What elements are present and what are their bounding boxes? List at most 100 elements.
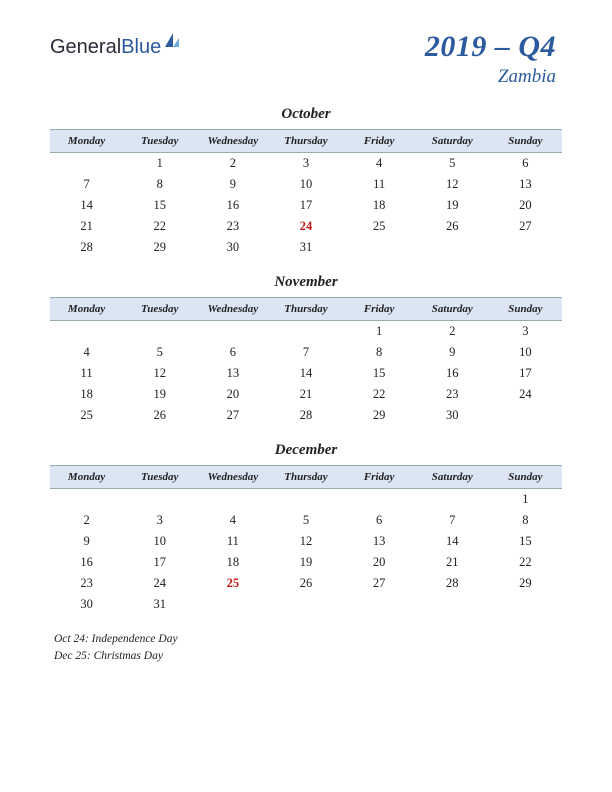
weekday-header: Sunday — [489, 298, 562, 321]
calendar-cell: 3 — [489, 321, 562, 343]
calendar-cell: 16 — [416, 363, 489, 384]
calendar-cell: 12 — [269, 531, 342, 552]
calendar-cell: 17 — [123, 552, 196, 573]
calendar-cell: 30 — [50, 594, 123, 615]
calendar-cell — [343, 594, 416, 615]
weekday-header: Tuesday — [123, 466, 196, 489]
month-name: December — [50, 442, 562, 459]
calendar-cell: 9 — [50, 531, 123, 552]
calendar-cell: 14 — [50, 195, 123, 216]
weekday-header: Saturday — [416, 130, 489, 153]
calendar-cell: 23 — [196, 216, 269, 237]
calendar-cell: 28 — [50, 237, 123, 258]
calendar-cell: 28 — [269, 405, 342, 426]
calendar-table: MondayTuesdayWednesdayThursdayFridaySatu… — [50, 465, 562, 615]
weekday-header: Tuesday — [123, 298, 196, 321]
weekday-header: Saturday — [416, 298, 489, 321]
calendar-cell: 20 — [489, 195, 562, 216]
calendar-row: 2345678 — [50, 510, 562, 531]
calendar-cell: 12 — [416, 174, 489, 195]
calendar-cell — [416, 594, 489, 615]
calendar-cell — [50, 489, 123, 511]
calendar-cell: 30 — [196, 237, 269, 258]
calendar-cell — [416, 489, 489, 511]
weekday-header: Wednesday — [196, 298, 269, 321]
calendar-cell: 29 — [123, 237, 196, 258]
calendar-cell: 25 — [196, 573, 269, 594]
calendar-cell: 11 — [343, 174, 416, 195]
title-main: 2019 – Q4 — [425, 30, 556, 64]
calendar-cell — [489, 237, 562, 258]
calendar-cell — [416, 237, 489, 258]
calendar-cell: 6 — [196, 342, 269, 363]
calendar-cell: 26 — [269, 573, 342, 594]
calendar-cell — [50, 153, 123, 175]
calendar-cell: 17 — [489, 363, 562, 384]
calendar-cell: 7 — [416, 510, 489, 531]
calendar-cell: 13 — [343, 531, 416, 552]
month-name: November — [50, 274, 562, 291]
logo-text-general: General — [50, 36, 121, 59]
calendar-cell: 21 — [269, 384, 342, 405]
calendar-cell: 26 — [416, 216, 489, 237]
calendar-cell — [269, 321, 342, 343]
calendar-cell — [343, 237, 416, 258]
calendar-cell: 31 — [123, 594, 196, 615]
calendar-cell: 28 — [416, 573, 489, 594]
calendar-cell: 8 — [343, 342, 416, 363]
calendar-cell: 16 — [196, 195, 269, 216]
calendar-cell: 18 — [196, 552, 269, 573]
calendar-cell — [269, 489, 342, 511]
weekday-header: Thursday — [269, 466, 342, 489]
month-name: October — [50, 106, 562, 123]
calendar-cell: 20 — [196, 384, 269, 405]
calendar-cell — [123, 489, 196, 511]
calendar-cell: 21 — [50, 216, 123, 237]
calendar-cell — [196, 594, 269, 615]
calendar-row: 252627282930 — [50, 405, 562, 426]
calendar-cell: 8 — [489, 510, 562, 531]
calendar-cell: 13 — [489, 174, 562, 195]
calendar-cell: 29 — [343, 405, 416, 426]
weekday-header: Thursday — [269, 130, 342, 153]
calendar-cell: 10 — [489, 342, 562, 363]
weekday-header: Wednesday — [196, 130, 269, 153]
title-sub: Zambia — [425, 66, 556, 88]
month-block: OctoberMondayTuesdayWednesdayThursdayFri… — [50, 106, 562, 258]
calendar-row: 9101112131415 — [50, 531, 562, 552]
calendar-cell: 10 — [123, 531, 196, 552]
calendar-cell — [196, 321, 269, 343]
calendar-row: 123456 — [50, 153, 562, 175]
calendar-row: 21222324252627 — [50, 216, 562, 237]
calendar-cell: 19 — [269, 552, 342, 573]
calendar-row: 14151617181920 — [50, 195, 562, 216]
calendar-cell: 15 — [489, 531, 562, 552]
calendar-cell: 25 — [50, 405, 123, 426]
weekday-header: Tuesday — [123, 130, 196, 153]
calendar-cell: 1 — [489, 489, 562, 511]
calendar-table: MondayTuesdayWednesdayThursdayFridaySatu… — [50, 297, 562, 426]
calendar-cell: 14 — [416, 531, 489, 552]
footnote: Dec 25: Christmas Day — [54, 648, 562, 665]
calendar-cell: 23 — [416, 384, 489, 405]
calendar-cell: 5 — [123, 342, 196, 363]
calendar-cell: 9 — [196, 174, 269, 195]
calendar-cell: 23 — [50, 573, 123, 594]
calendar-cell: 9 — [416, 342, 489, 363]
weekday-header: Friday — [343, 466, 416, 489]
months-container: October MondayTuesdayWednesdayThursdayFri… — [50, 106, 562, 615]
calendar-cell: 1 — [343, 321, 416, 343]
calendar-row: 28293031 — [50, 237, 562, 258]
calendar-cell: 2 — [196, 153, 269, 175]
calendar-cell: 15 — [343, 363, 416, 384]
calendar-cell: 11 — [50, 363, 123, 384]
footnotes: Oct 24: Independence DayDec 25: Christma… — [50, 631, 562, 666]
calendar-cell — [489, 405, 562, 426]
calendar-cell: 18 — [50, 384, 123, 405]
calendar-cell: 5 — [416, 153, 489, 175]
title-block: 2019 – Q4 Zambia — [425, 30, 562, 88]
calendar-cell: 5 — [269, 510, 342, 531]
calendar-cell: 25 — [343, 216, 416, 237]
calendar-cell: 15 — [123, 195, 196, 216]
calendar-cell: 6 — [489, 153, 562, 175]
